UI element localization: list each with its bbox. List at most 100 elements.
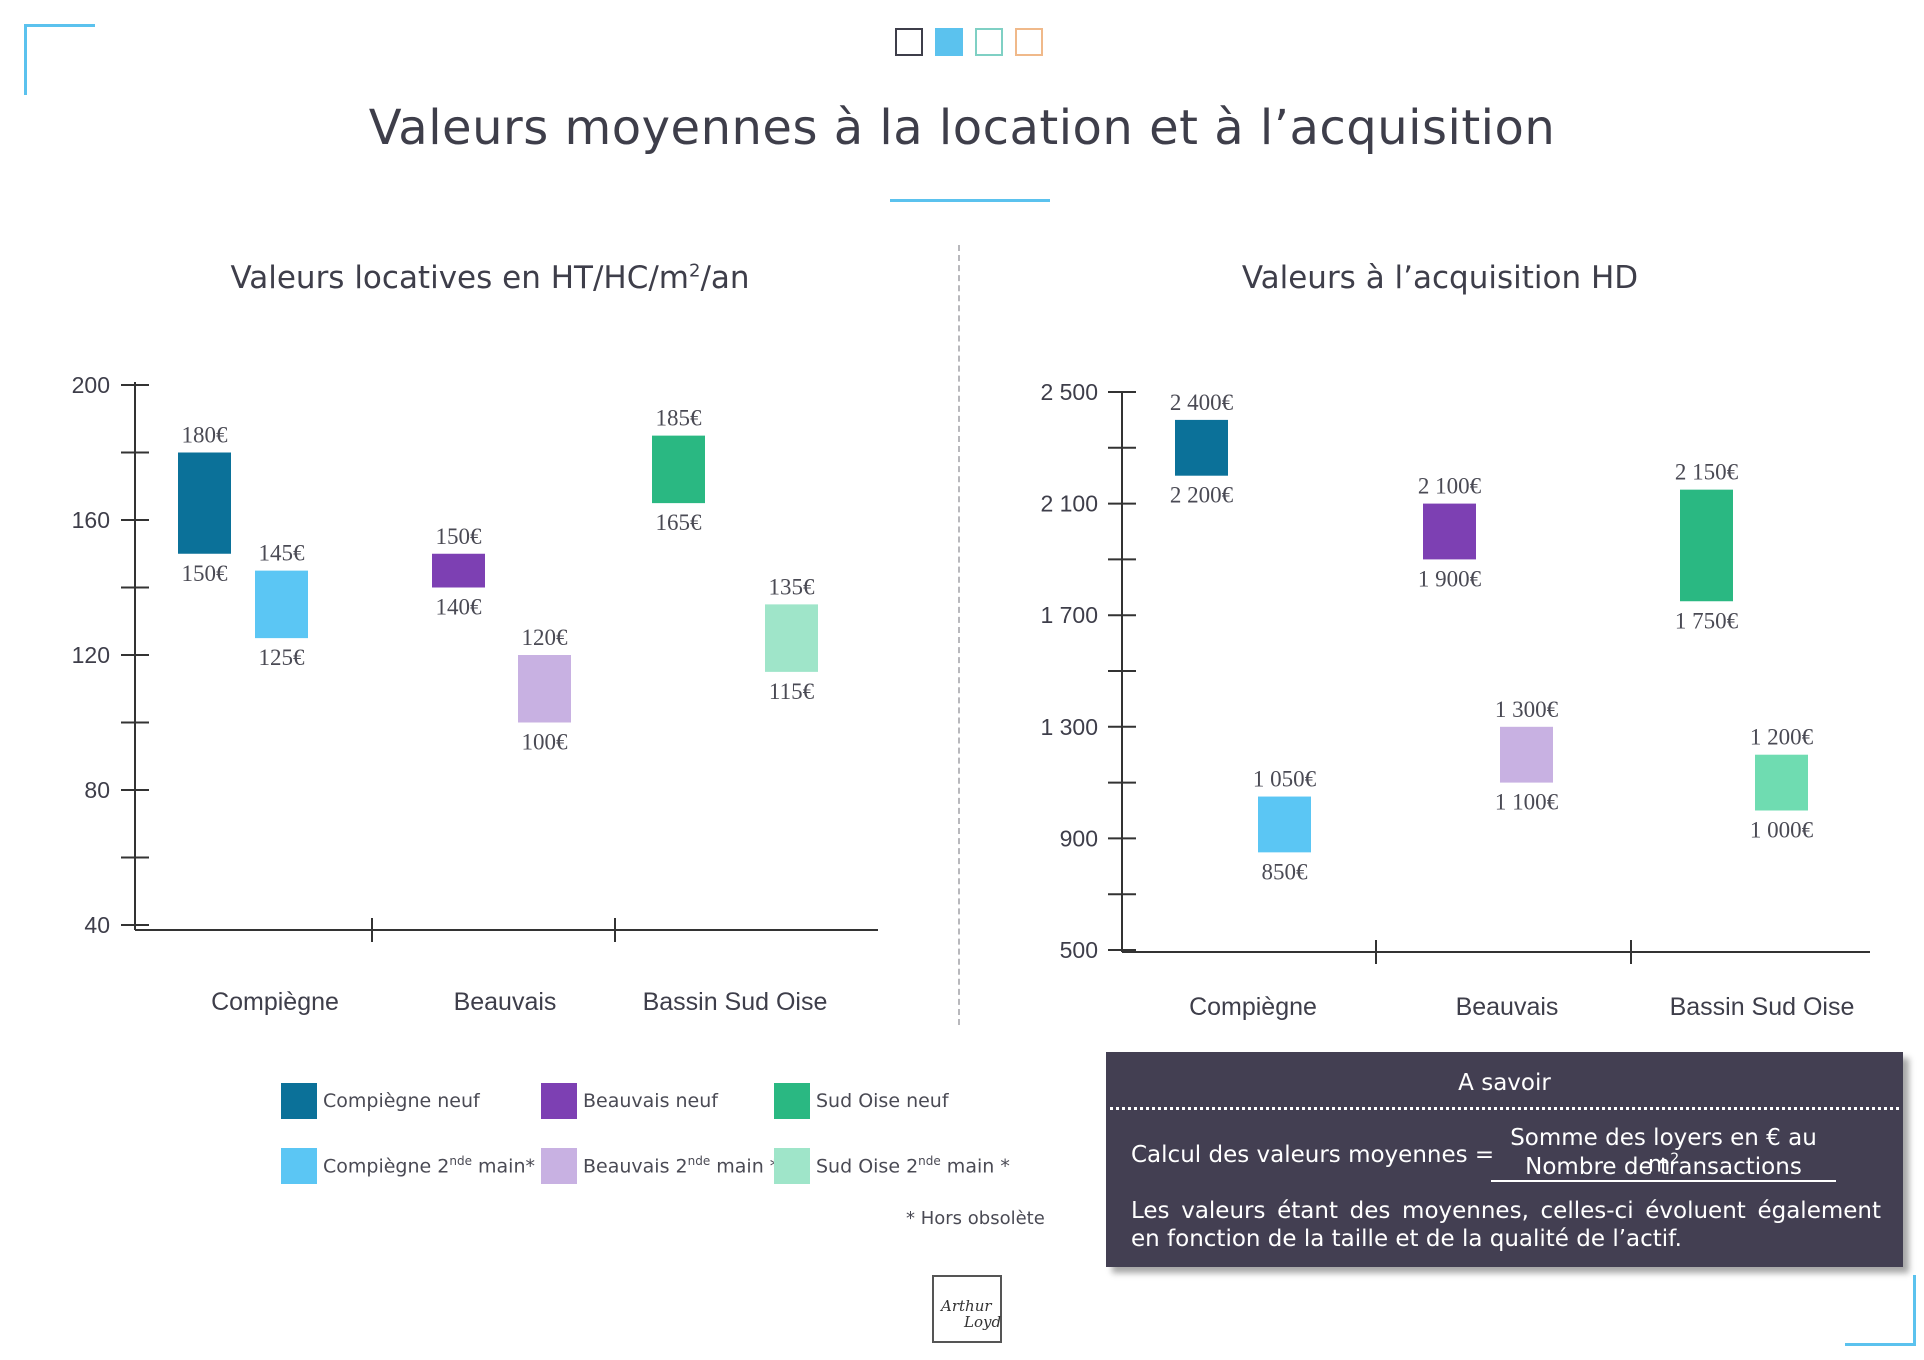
data-label-high: 1 050€ (1253, 767, 1317, 792)
range-bar (432, 553, 485, 588)
corner-accent-bottom-right (1845, 1275, 1916, 1346)
legend-label-base: Beauvais 2 (583, 1155, 688, 1178)
formula-numerator-base: Somme des loyers en € au m (1510, 1125, 1817, 1178)
range-bar (518, 655, 571, 723)
data-label-high: 2 150€ (1675, 460, 1739, 485)
info-box-dotted-divider (1110, 1107, 1899, 1110)
range-bar (1258, 796, 1311, 853)
formula-label: Calcul des valeurs moyennes = (1131, 1142, 1495, 1168)
legend-label: Beauvais neuf (583, 1090, 718, 1112)
legend-item-compiegne-neuf: Compiègne neuf (281, 1083, 480, 1119)
y-tick-label: 1 700 (1040, 602, 1098, 628)
indicator-square (895, 28, 923, 56)
legend-label-sup: nde (687, 1154, 711, 1169)
legend-swatch (541, 1083, 577, 1119)
legend-label: Compiègne neuf (323, 1090, 480, 1112)
range-bar (1423, 503, 1476, 560)
arthur-loyd-logo: Arthur Loyd (932, 1275, 1002, 1343)
y-tick-label: 2 100 (1040, 491, 1098, 517)
legend-label: Sud Oise neuf (816, 1090, 949, 1112)
data-label-high: 1 200€ (1750, 725, 1814, 750)
data-label-low: 140€ (436, 595, 483, 620)
chart-title-rent: Valeurs locatives en HT/HC/m2/an (150, 260, 830, 296)
data-label-low: 1 750€ (1675, 608, 1739, 633)
legend-label-rest: main * (710, 1155, 780, 1178)
data-label-low: 850€ (1262, 859, 1309, 884)
chart-title-rent-rest: /an (700, 260, 750, 296)
data-label-high: 150€ (436, 524, 483, 549)
chart-title-acquisition: Valeurs à l’acquisition HD (1241, 260, 1639, 296)
formula-numerator: Somme des loyers en € au m2 (1491, 1125, 1836, 1182)
data-label-high: 1 300€ (1495, 697, 1559, 722)
data-label-low: 1 100€ (1495, 790, 1559, 815)
x-category-label: Compiègne (211, 988, 339, 1016)
y-tick-label: 40 (84, 912, 110, 938)
legend-swatch (774, 1083, 810, 1119)
info-box: A savoir Calcul des valeurs moyennes = S… (1106, 1052, 1903, 1267)
data-label-high: 145€ (259, 541, 306, 566)
corner-accent-top-left (24, 24, 95, 95)
range-bar (1175, 419, 1228, 476)
title-underline (890, 199, 1050, 202)
legend-footnote: * Hors obsolète (906, 1208, 1045, 1229)
y-tick-label: 160 (72, 507, 110, 533)
legend-swatch (281, 1083, 317, 1119)
legend-item-sud-oise-2nde: Sud Oise 2nde main * (774, 1148, 1010, 1184)
legend-label-base: Sud Oise 2 (816, 1155, 919, 1178)
data-label-high: 180€ (182, 423, 229, 448)
x-category-label: Compiègne (1189, 993, 1317, 1021)
legend-swatch (541, 1148, 577, 1184)
y-tick-label: 500 (1060, 937, 1098, 963)
indicator-square (975, 28, 1003, 56)
x-category-label: Bassin Sud Oise (643, 988, 828, 1016)
info-box-title: A savoir (1458, 1070, 1551, 1096)
y-tick-label: 200 (72, 372, 110, 398)
indicator-square-active (935, 28, 963, 56)
legend-label-rest: main * (940, 1155, 1010, 1178)
range-bar (1680, 489, 1733, 602)
range-bar (178, 452, 231, 554)
legend-swatch (774, 1148, 810, 1184)
data-label-low: 125€ (259, 645, 306, 670)
legend-label-sup: nde (918, 1154, 941, 1169)
data-label-high: 2 100€ (1418, 474, 1482, 499)
range-bar (765, 604, 818, 672)
legend-item-beauvais-neuf: Beauvais neuf (541, 1083, 718, 1119)
data-label-low: 150€ (182, 561, 229, 586)
data-label-low: 1 000€ (1750, 818, 1814, 843)
data-label-low: 115€ (769, 679, 815, 704)
range-bar (652, 435, 705, 504)
legend-item-sud-oise-neuf: Sud Oise neuf (774, 1083, 949, 1119)
legend-swatch (281, 1148, 317, 1184)
column-divider (958, 245, 960, 1025)
formula-numerator-sup: 2 (1670, 1151, 1680, 1167)
data-label-high: 120€ (522, 625, 569, 650)
data-label-low: 2 200€ (1170, 483, 1234, 508)
legend-label-base: Compiègne 2 (323, 1155, 450, 1178)
y-tick-label: 1 300 (1040, 714, 1098, 740)
formula-denominator: Nombre de transactions (1525, 1154, 1802, 1180)
data-label-low: 100€ (522, 730, 569, 755)
y-tick-label: 2 500 (1040, 379, 1098, 405)
data-label-low: 165€ (656, 510, 703, 535)
chart-title-rent-base: Valeurs locatives en HT/HC/m (230, 260, 689, 296)
x-category-label: Bassin Sud Oise (1670, 993, 1855, 1021)
range-bar (1500, 726, 1553, 783)
legend-item-beauvais-2nde: Beauvais 2nde main * (541, 1148, 779, 1184)
legend-label: Sud Oise 2nde main * (816, 1154, 1010, 1177)
data-label-low: 1 900€ (1418, 566, 1482, 591)
page-title: Valeurs moyennes à la location et à l’ac… (368, 100, 1556, 156)
x-category-label: Beauvais (454, 988, 557, 1016)
range-bar (255, 570, 308, 639)
x-category-label: Beauvais (1456, 993, 1559, 1021)
legend-label: Beauvais 2nde main * (583, 1154, 779, 1177)
data-label-high: 2 400€ (1170, 390, 1234, 415)
y-tick-label: 900 (1060, 825, 1098, 851)
legend-label: Compiègne 2nde main* (323, 1154, 535, 1177)
info-box-text: Les valeurs étant des moyennes, celles-c… (1131, 1198, 1881, 1252)
legend-label-sup: nde (449, 1154, 472, 1169)
chart-title-rent-sup: 2 (689, 260, 701, 282)
indicator-square (1015, 28, 1043, 56)
y-tick-label: 120 (72, 642, 110, 668)
